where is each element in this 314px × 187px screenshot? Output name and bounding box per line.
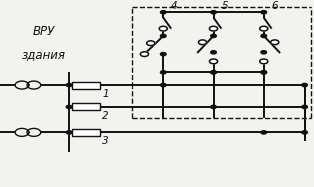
Circle shape	[260, 59, 268, 64]
Text: 2: 2	[102, 111, 109, 121]
Text: 4: 4	[171, 1, 178, 11]
Circle shape	[147, 41, 155, 46]
Text: 1: 1	[102, 89, 109, 99]
Bar	[72, 129, 100, 136]
Circle shape	[261, 71, 267, 74]
Circle shape	[211, 71, 216, 74]
Circle shape	[261, 34, 267, 38]
Circle shape	[209, 59, 218, 64]
Circle shape	[302, 105, 307, 108]
Circle shape	[140, 52, 149, 56]
Circle shape	[160, 34, 166, 38]
Circle shape	[160, 53, 166, 56]
Circle shape	[160, 71, 166, 74]
Circle shape	[159, 26, 167, 31]
Circle shape	[66, 105, 72, 108]
Circle shape	[66, 131, 72, 134]
Circle shape	[66, 83, 72, 87]
Bar	[72, 103, 100, 110]
Circle shape	[211, 105, 216, 108]
Text: здания: здания	[22, 48, 66, 61]
Circle shape	[160, 83, 166, 87]
Text: ВРУ: ВРУ	[33, 25, 55, 38]
Circle shape	[271, 40, 279, 45]
Circle shape	[261, 11, 267, 14]
Circle shape	[211, 34, 216, 38]
Circle shape	[160, 11, 166, 14]
Circle shape	[260, 26, 268, 31]
Text: 3: 3	[102, 137, 109, 146]
Circle shape	[211, 51, 216, 54]
Circle shape	[261, 51, 267, 54]
Bar	[72, 82, 100, 88]
Text: 5: 5	[221, 1, 228, 11]
Circle shape	[261, 131, 267, 134]
Circle shape	[302, 83, 307, 87]
Circle shape	[209, 26, 218, 31]
Circle shape	[211, 11, 216, 14]
Text: 6: 6	[272, 1, 278, 11]
Circle shape	[261, 71, 267, 74]
Circle shape	[211, 71, 216, 74]
Circle shape	[302, 131, 307, 134]
Circle shape	[198, 40, 207, 45]
